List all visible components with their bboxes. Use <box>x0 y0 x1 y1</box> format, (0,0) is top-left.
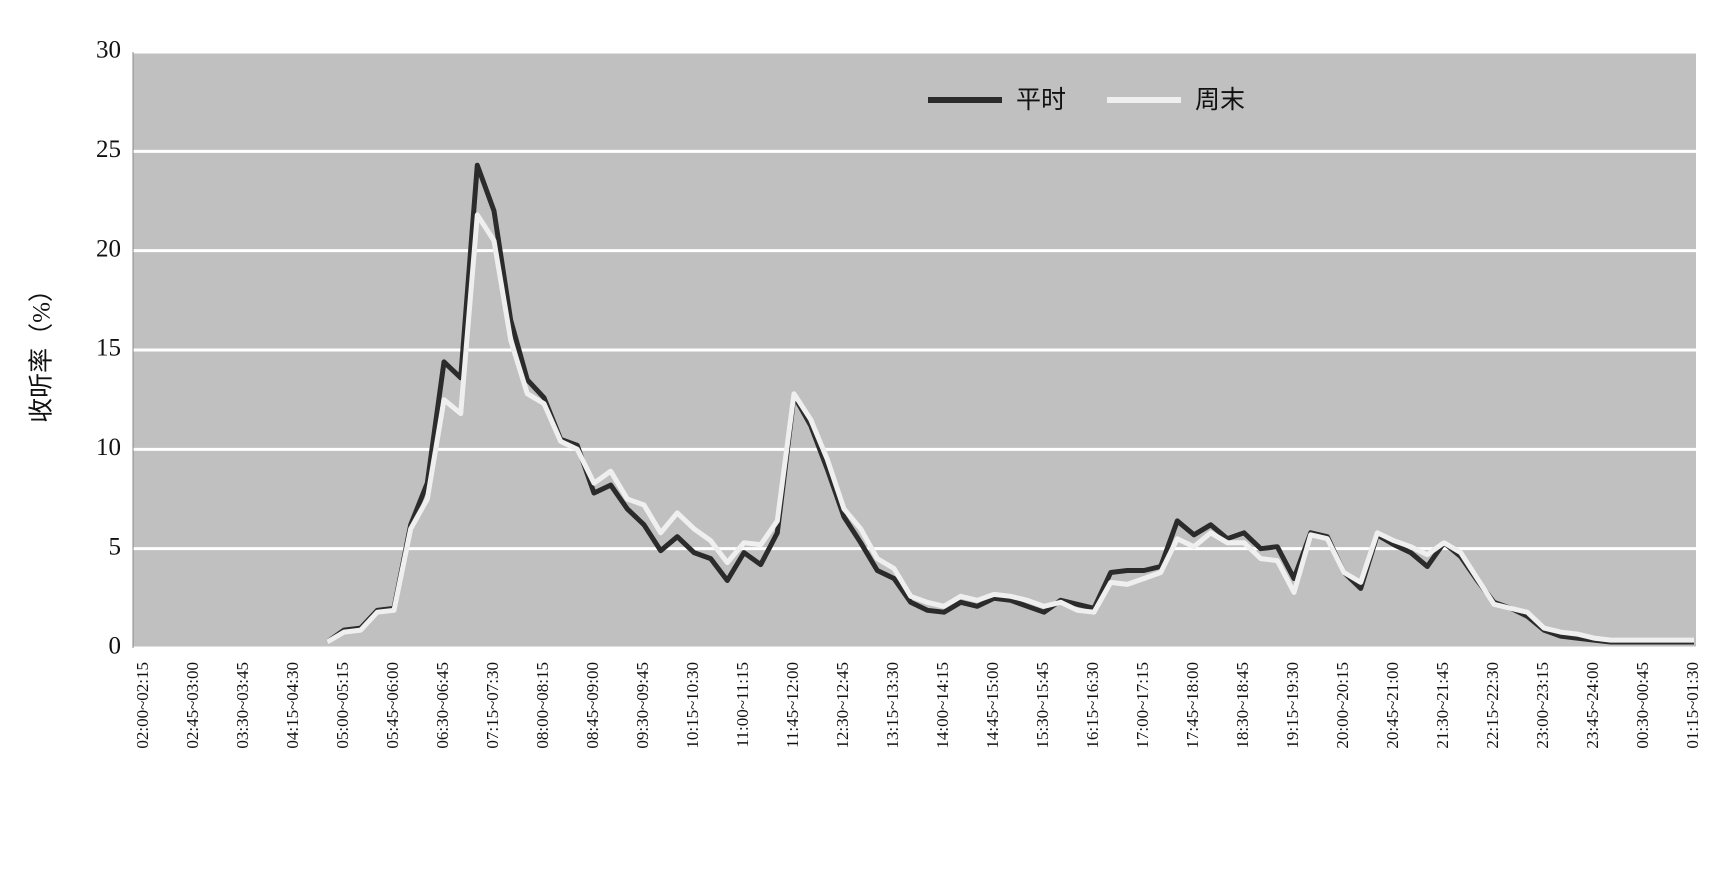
x-tick-label: 01:15~01:30 <box>1683 662 1702 749</box>
x-tick-label: 12:30~12:45 <box>833 662 852 749</box>
x-tick-label: 05:00~05:15 <box>333 662 352 749</box>
x-tick-label: 03:30~03:45 <box>233 662 252 749</box>
x-tick-label: 17:00~17:15 <box>1133 662 1152 749</box>
x-tick-label: 08:45~09:00 <box>583 662 602 749</box>
x-tick-label: 23:45~24:00 <box>1583 662 1602 749</box>
legend-label: 周末 <box>1195 85 1245 114</box>
x-tick-label: 14:00~14:15 <box>933 662 952 749</box>
x-tick-label: 21:30~21:45 <box>1433 662 1452 749</box>
legend-label: 平时 <box>1016 85 1066 114</box>
y-tick-label: 25 <box>96 136 121 163</box>
x-tick-label: 20:00~20:15 <box>1333 662 1352 749</box>
x-tick-label: 11:00~11:15 <box>733 662 752 747</box>
y-tick-label: 30 <box>96 37 121 64</box>
x-tick-label: 15:30~15:45 <box>1033 662 1052 749</box>
series-line <box>326 212 1694 645</box>
x-tick-label: 19:15~19:30 <box>1283 662 1302 749</box>
y-tick-label: 10 <box>96 434 121 461</box>
x-tick-label: 13:15~13:30 <box>883 662 902 749</box>
x-tick-label: 08:00~08:15 <box>533 662 552 749</box>
x-tick-label: 09:30~09:45 <box>633 662 652 749</box>
x-tick-label: 16:15~16:30 <box>1083 662 1102 749</box>
x-tick-label: 07:15~07:30 <box>483 662 502 749</box>
x-tick-label: 04:15~04:30 <box>283 662 302 749</box>
x-tick-label: 00:30~00:45 <box>1633 662 1652 749</box>
x-tick-label: 05:45~06:00 <box>383 662 402 749</box>
x-tick-label: 06:30~06:45 <box>433 662 452 749</box>
x-tick-label: 23:00~23:15 <box>1533 662 1552 749</box>
y-tick-label: 0 <box>109 633 122 660</box>
x-tick-label: 20:45~21:00 <box>1383 662 1402 749</box>
x-tick-label: 10:15~10:30 <box>683 662 702 749</box>
y-tick-label: 20 <box>96 235 121 262</box>
y-tick-label: 5 <box>109 533 122 560</box>
x-tick-label: 14:45~15:00 <box>983 662 1002 749</box>
y-tick-label: 15 <box>96 335 121 362</box>
x-tick-label: 17:45~18:00 <box>1183 662 1202 749</box>
x-tick-label: 18:30~18:45 <box>1233 662 1252 749</box>
x-tick-label: 02:45~03:00 <box>183 662 202 749</box>
x-tick-label: 02:00~02:15 <box>133 662 152 749</box>
y-axis-label: 收听率（%） <box>28 277 56 423</box>
x-tick-label: 22:15~22:30 <box>1483 662 1502 749</box>
x-tick-label: 11:45~12:00 <box>783 662 802 748</box>
